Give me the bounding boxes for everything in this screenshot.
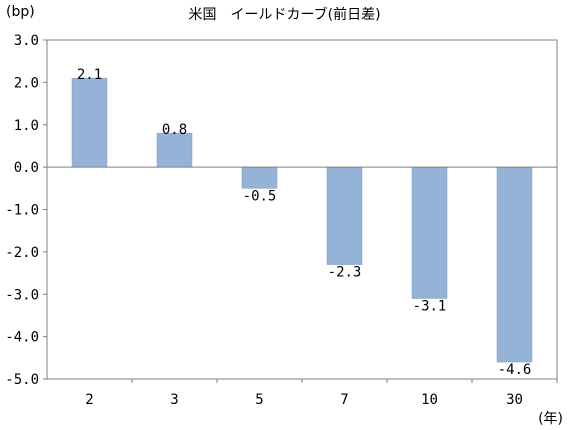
bar xyxy=(496,166,533,363)
bar-value-label: 2.1 xyxy=(77,67,102,83)
x-tick-label: 30 xyxy=(506,392,523,408)
bar xyxy=(326,166,363,265)
bar-value-label: -0.5 xyxy=(243,188,277,204)
x-axis-unit-label: (年) xyxy=(538,411,563,427)
chart-title: 米国 イールドカーブ(前日差) xyxy=(188,7,381,23)
y-tick-label: -5.0 xyxy=(5,372,39,388)
y-tick-label: -1.0 xyxy=(5,203,39,219)
y-tick-label: -4.0 xyxy=(5,330,39,346)
x-tick-label: 5 xyxy=(255,392,263,408)
y-tick-label: 2.0 xyxy=(14,75,39,91)
y-axis-unit-label: (bp) xyxy=(6,4,35,20)
x-tick-label: 10 xyxy=(421,392,438,408)
bar xyxy=(241,166,278,189)
x-tick-label: 3 xyxy=(170,392,178,408)
plot-area-frame xyxy=(46,39,558,380)
bar-value-label: -2.3 xyxy=(328,265,362,281)
y-tick-label: 1.0 xyxy=(14,118,39,134)
x-tick-label: 7 xyxy=(340,392,348,408)
y-tick-label: -3.0 xyxy=(5,287,39,303)
x-tick-label: 2 xyxy=(85,392,93,408)
bar xyxy=(71,77,108,168)
bar-value-label: -4.6 xyxy=(498,362,532,378)
bar-value-label: -3.1 xyxy=(413,298,447,314)
y-tick-label: 3.0 xyxy=(14,33,39,49)
bar-value-label: 0.8 xyxy=(162,122,187,138)
y-tick-label: 0.0 xyxy=(14,160,39,176)
bar xyxy=(156,132,193,168)
bar xyxy=(411,166,448,299)
y-tick-label: -2.0 xyxy=(5,245,39,261)
